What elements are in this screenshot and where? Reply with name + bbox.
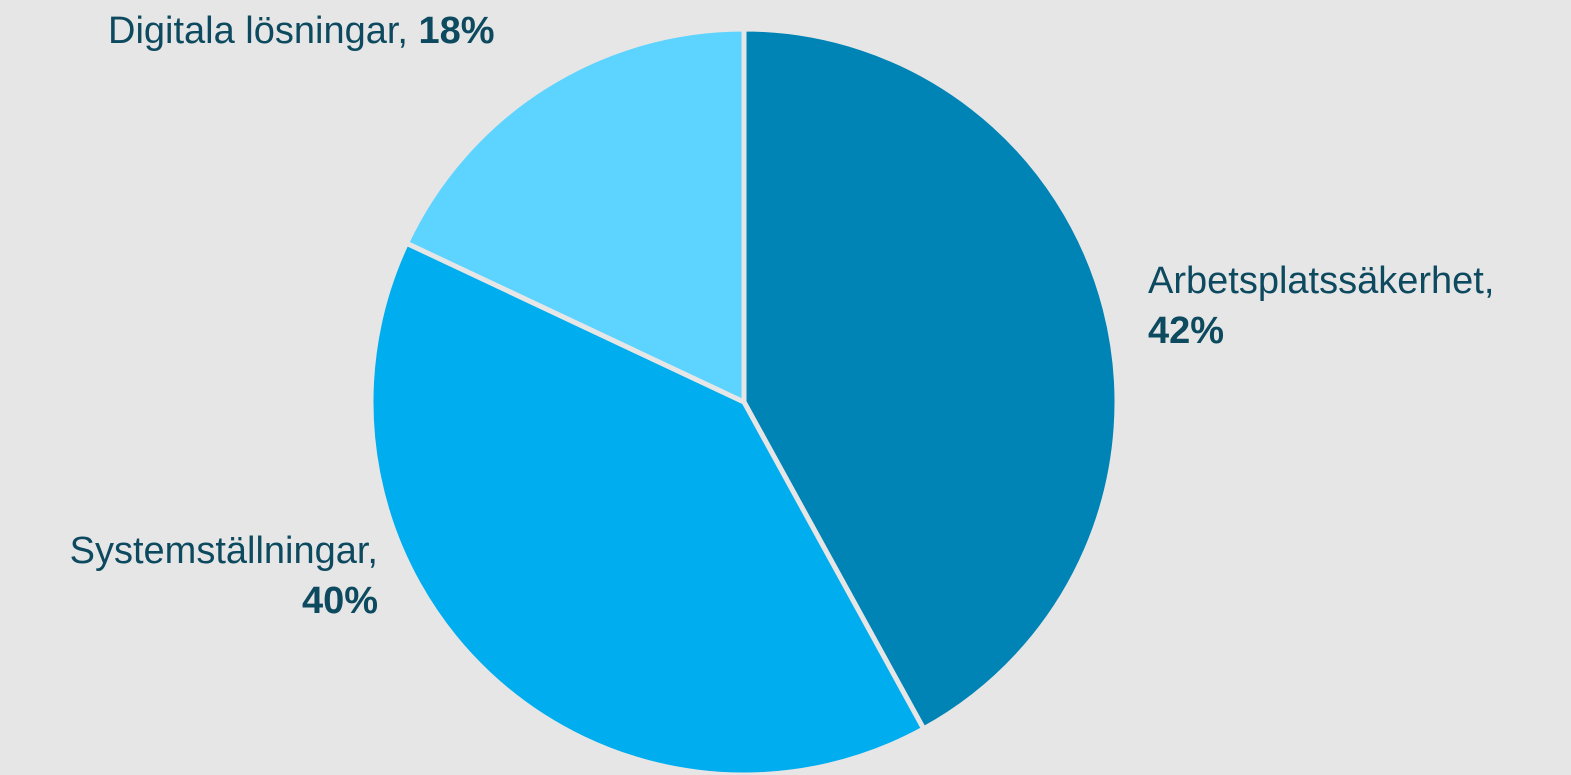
- pie-slice-1: [368, 239, 928, 775]
- data-label-value: 42%: [1148, 310, 1225, 352]
- data-label-category: Arbetsplatssäkerhet,: [1148, 260, 1495, 302]
- data-label-value: 40%: [301, 580, 378, 622]
- data-label-systemstallningar: Systemställningar, 40%: [70, 526, 378, 626]
- data-label-arbetsplatssakerhet: Arbetsplatssäkerhet, 42%: [1148, 256, 1494, 356]
- data-label-value: 18%: [418, 10, 495, 52]
- pie-slice-2: [403, 26, 747, 406]
- data-label-category: Digitala lösningar,: [108, 10, 408, 52]
- data-label-digitala-losningar: Digitala lösningar, 18%: [108, 6, 495, 56]
- pie-slice-0: [741, 26, 1120, 733]
- data-label-category: Systemställningar,: [69, 530, 378, 572]
